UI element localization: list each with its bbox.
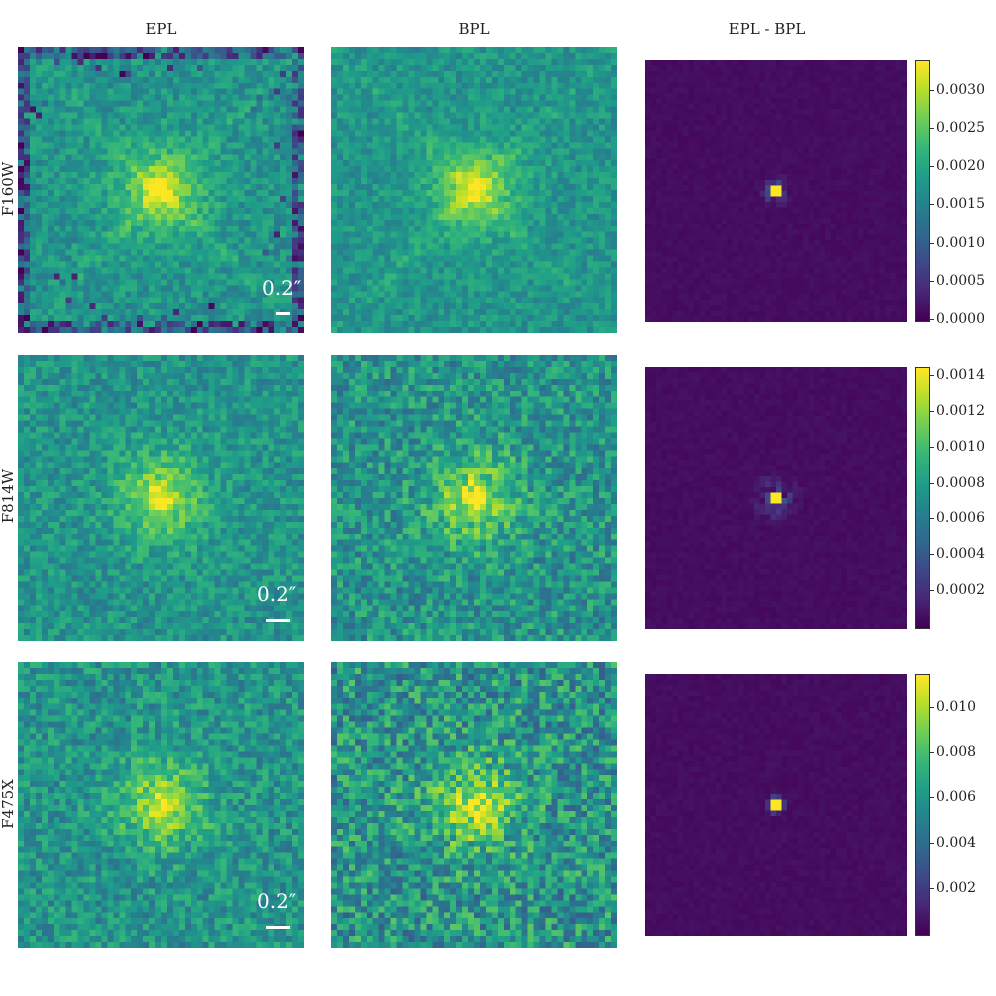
colorbar-tick-label: 0.0002 [930,582,985,599]
colorbar-tick-label: 0.0010 [930,438,985,455]
colorbar-tick-label: 0.002 [929,879,977,896]
colorbar-tick-label: 0.0012 [930,402,985,419]
colorbar-tick-label: 0.008 [929,744,977,761]
scalebar-label: 0.2″ [262,276,302,300]
scalebar-label: 0.2″ [257,889,297,913]
colorbar-f814w [915,367,930,629]
scalebar [276,312,290,315]
row-label-f814w: F814W [0,468,17,524]
colorbar-tick-label: 0.0000 [930,311,985,327]
column-title-bpl: BPL [458,20,490,38]
scalebar-label: 0.2″ [257,582,297,606]
colorbar-tick-label: 0.0006 [930,510,985,527]
bpl-image-f160w [331,47,617,333]
colorbar-tick-label: 0.006 [929,789,977,806]
residual-image-f814w [645,367,907,629]
column-title-epl: EPL [145,20,177,38]
colorbar-f160w [915,60,930,322]
colorbar-tick-label: 0.0020 [930,158,985,175]
colorbar-tick-label: 0.0025 [930,119,985,136]
residual-image-f475x [645,674,907,936]
residual-image-f160w [645,60,907,322]
scalebar [266,619,290,622]
colorbar-f475x [915,674,930,936]
colorbar-tick-label: 0.0005 [930,272,985,289]
colorbar-tick-label: 0.0004 [930,546,985,563]
colorbar-tick-label: 0.0008 [930,474,985,491]
epl-image-f814w [18,355,304,641]
colorbar-tick-label: 0.0014 [930,366,985,383]
colorbar-tick-label: 0.004 [929,834,977,851]
epl-image-f475x [18,662,304,948]
bpl-image-f475x [331,662,617,948]
row-label-f475x: F475X [0,779,17,829]
colorbar-tick-label: 0.0010 [930,234,985,251]
colorbar-tick-label: 0.0015 [930,196,985,213]
epl-image-f160w [18,47,304,333]
column-title-difference: EPL - BPL [728,20,806,38]
scalebar [266,926,290,929]
row-label-f160w: F160W [0,161,17,217]
colorbar-tick-label: 0.0030 [930,81,985,98]
bpl-image-f814w [331,355,617,641]
colorbar-tick-label: 0.010 [929,698,977,715]
